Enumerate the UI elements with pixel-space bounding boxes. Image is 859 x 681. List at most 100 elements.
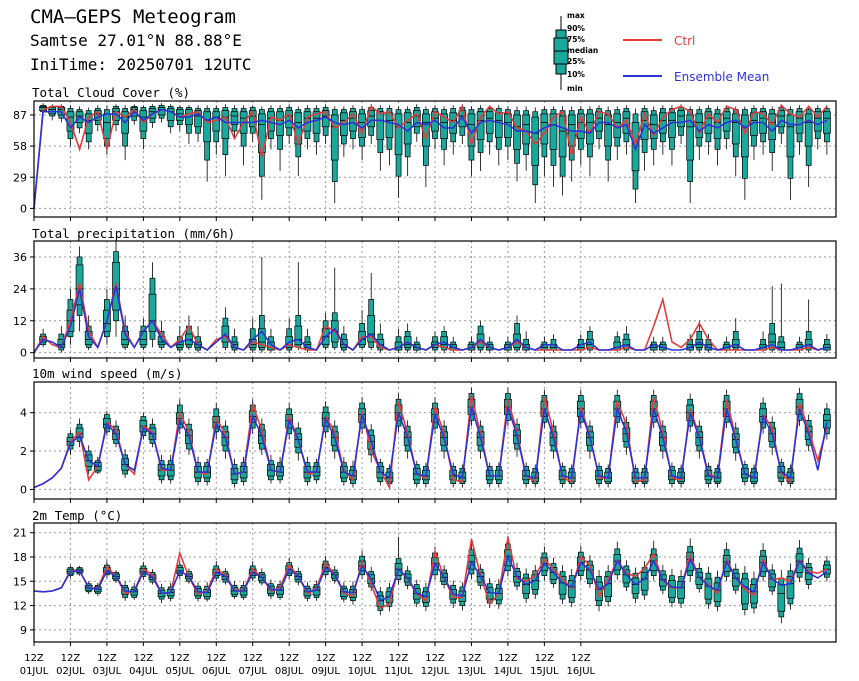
boxplot — [795, 105, 804, 155]
boxplot — [485, 105, 494, 155]
boxplot — [394, 328, 403, 353]
boxplot — [221, 307, 230, 351]
series-mean-line — [33, 553, 828, 602]
boxplot-inner — [148, 293, 157, 332]
x-tick-hour-label: 12Z — [206, 653, 226, 664]
boxplot — [367, 272, 376, 351]
x-tick-hour-label: 12Z — [24, 653, 44, 664]
boxplot — [823, 334, 831, 353]
boxplot-inner — [48, 107, 57, 115]
boxplot — [84, 107, 93, 150]
boxplot — [221, 104, 230, 177]
boxplot — [576, 106, 585, 166]
boxplot — [321, 104, 330, 144]
boxplot-inner — [631, 122, 640, 172]
boxplot-inner — [522, 577, 530, 594]
boxplot — [340, 106, 348, 157]
legend-mean-label: Ensemble Mean — [674, 70, 769, 84]
x-tick-date-label: 12JUL — [421, 666, 450, 677]
x-tick-hour-label: 12Z — [134, 653, 154, 664]
boxplot — [768, 286, 777, 353]
y-tick-label: 15 — [13, 575, 27, 588]
boxplot-inner — [777, 110, 786, 128]
boxplot-inner — [367, 315, 376, 343]
boxplot — [513, 315, 521, 353]
x-tick-date-label: 09JUL — [311, 666, 340, 677]
boxplot — [285, 104, 294, 144]
location-text: Samtse 27.01°N 88.88°E — [30, 31, 242, 50]
boxplot-inner — [786, 114, 795, 158]
boxplot-inner — [631, 577, 640, 594]
boxplot-inner — [157, 336, 166, 346]
boxplot-inner — [677, 580, 685, 599]
boxplot — [212, 105, 221, 155]
boxplot-inner — [294, 325, 303, 346]
boxplot — [422, 106, 430, 187]
boxplot — [431, 331, 439, 353]
x-tick-hour-label: 12Z — [243, 653, 263, 664]
boxplot-inner — [731, 572, 740, 587]
x-tick-date-label: 15JUL — [530, 666, 559, 677]
x-tick-hour-label: 12Z — [279, 653, 299, 664]
boxplot — [121, 105, 129, 161]
x-tick-hour-label: 12Z — [498, 653, 518, 664]
x-tick-date-label: 07JUL — [238, 666, 267, 677]
boxplot — [686, 334, 695, 353]
legend-box-label: median — [567, 46, 598, 55]
boxplot-inner — [823, 111, 831, 134]
boxplot — [403, 106, 412, 177]
boxplot — [367, 104, 376, 144]
boxplot — [658, 336, 667, 353]
boxplot-inner — [777, 584, 786, 612]
legend-box-label: 90% — [567, 24, 585, 33]
boxplot — [823, 403, 831, 440]
y-tick-label: 4 — [20, 407, 27, 420]
boxplot-inner — [813, 111, 822, 132]
boxplot-inner — [412, 110, 421, 128]
x-tick-date-label: 13JUL — [457, 666, 486, 677]
legend-box-label: min — [567, 84, 583, 93]
boxplot-inner — [731, 113, 740, 145]
x-tick-date-label: 06JUL — [202, 666, 231, 677]
x-axis: 12Z 01JUL 12Z 02JUL 12Z 03JUL 12Z 04JUL 12Z 05JUL… — [20, 653, 596, 677]
boxplot — [139, 318, 148, 351]
boxplot — [586, 326, 594, 353]
boxplot — [194, 105, 202, 142]
boxplot — [494, 105, 503, 166]
boxplot — [531, 107, 540, 204]
boxplot-inner — [677, 110, 685, 128]
y-tick-label: 21 — [13, 527, 27, 540]
x-tick-hour-label: 12Z — [462, 653, 482, 664]
y-tick-label: 24 — [13, 283, 27, 296]
boxplot-inner — [139, 331, 148, 346]
boxplot-inner — [513, 333, 521, 348]
boxplot-inner — [513, 114, 521, 150]
series-mean-line — [33, 405, 828, 489]
boxplot-inner — [795, 553, 804, 573]
boxplot-inner — [494, 112, 503, 138]
boxplot-inner — [504, 113, 512, 138]
boxplot — [349, 105, 357, 150]
boxplot-inner — [194, 110, 202, 128]
boxplot — [622, 326, 631, 353]
x-tick-date-label: 11JUL — [384, 666, 413, 677]
x-tick-date-label: 14JUL — [494, 666, 523, 677]
boxplot — [586, 106, 594, 177]
y-tick-label: 58 — [13, 140, 27, 153]
boxplot-inner — [330, 114, 339, 161]
boxplot — [230, 105, 239, 139]
boxplot — [157, 103, 166, 123]
boxplot-inner — [476, 333, 485, 348]
x-tick-date-label: 04JUL — [129, 666, 158, 677]
boxplot — [613, 106, 622, 161]
boxplot — [476, 320, 485, 353]
boxplot-inner — [312, 111, 321, 134]
boxplot-inner — [595, 111, 603, 132]
boxplot — [540, 106, 549, 177]
panel-temperature: 2m Temp (°C) 9 12 15 18 21 — [13, 508, 837, 646]
x-tick-hour-label: 12Z — [316, 653, 336, 664]
boxplot — [522, 568, 530, 604]
x-tick-date-label: 16JUL — [567, 666, 596, 677]
y-tick-label: 12 — [13, 315, 27, 328]
